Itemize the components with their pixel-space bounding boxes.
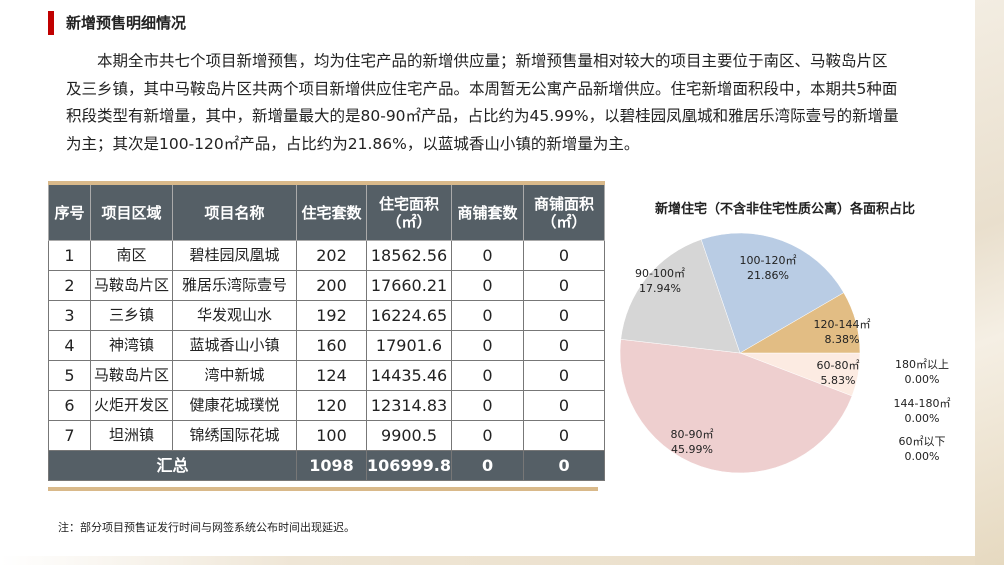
pie-label-category: 120-144㎡ [813, 318, 871, 331]
decorative-footer-band [0, 556, 975, 565]
pie-label: 180㎡以上 0.00% [882, 357, 962, 387]
cell-area: 9900.5 [365, 420, 453, 451]
pie-slice-120-144㎡ [739, 292, 861, 354]
cell-area: 17660.21 [365, 270, 453, 301]
pie-label-category: 144-180㎡ [893, 397, 951, 410]
cell-shop-area: 0 [523, 330, 606, 361]
paragraph-line: 积段类型有新增量，其中，新增量最大的是80-90㎡产品，占比约为45.99%，以… [66, 107, 899, 125]
pie-label: 100-120㎡ 21.86% [728, 253, 808, 283]
chart-title: 新增住宅（不含非住宅性质公寓）各面积占比 [654, 202, 915, 217]
cell-project: 蓝城香山小镇 [172, 330, 297, 361]
header-units: 住宅套数 [296, 182, 367, 241]
summary-units: 1098 [296, 450, 367, 481]
cell-index: 3 [48, 300, 91, 331]
cell-area: 17901.6 [365, 330, 453, 361]
pie-label-category: 60-80㎡ [816, 359, 860, 372]
pie-label: 60㎡以下 0.00% [882, 434, 962, 464]
table-header-row: 序号 项目区域 项目名称 住宅套数 住宅面积 （㎡） 商铺套数 商铺面积 （㎡） [48, 182, 606, 241]
cell-area: 18562.56 [365, 240, 453, 271]
cell-units: 100 [296, 420, 367, 451]
cell-region: 火炬开发区 [90, 390, 173, 421]
pie-label-category: 60㎡以下 [898, 435, 946, 448]
pie-slice-90-100㎡ [620, 239, 741, 354]
cell-shop-area: 0 [523, 270, 606, 301]
cell-shop-area: 0 [523, 390, 606, 421]
pie-label-percent: 45.99% [671, 443, 713, 456]
cell-project: 华发观山水 [172, 300, 297, 331]
pie-label-category: 100-120㎡ [739, 254, 797, 267]
pie-label-percent: 0.00% [904, 412, 940, 425]
decorative-background [975, 0, 1004, 565]
header-project: 项目名称 [172, 182, 297, 241]
pie-label: 144-180㎡ 0.00% [882, 396, 962, 426]
presale-table: 序号 项目区域 项目名称 住宅套数 住宅面积 （㎡） 商铺套数 商铺面积 （㎡）… [48, 181, 606, 481]
cell-region: 马鞍岛片区 [90, 360, 173, 391]
header-shop-units: 商铺套数 [451, 182, 525, 241]
cell-units: 120 [296, 390, 367, 421]
title-accent-bar [48, 11, 54, 35]
cell-area: 16224.65 [365, 300, 453, 331]
cell-shop-area: 0 [523, 420, 606, 451]
cell-area: 12314.83 [365, 390, 453, 421]
paragraph-line: 本期全市共七个项目新增预售，均为住宅产品的新增供应量；新增预售量相对较大的项目主… [97, 52, 888, 70]
pie-slice-100-120㎡ [700, 232, 845, 354]
summary-row: 汇总 1098 106999.8 0 0 [48, 450, 606, 481]
summary-shop-area: 0 [523, 450, 606, 481]
header-shop-area: 商铺面积 （㎡） [523, 182, 606, 241]
cell-region: 神湾镇 [90, 330, 173, 361]
pie-label: 120-144㎡ 8.38% [802, 317, 882, 347]
cell-index: 4 [48, 330, 91, 361]
summary-shop-units: 0 [451, 450, 525, 481]
cell-index: 1 [48, 240, 91, 271]
table-row: 1 南区 碧桂园凤凰城 202 18562.56 0 0 [48, 240, 606, 271]
table-row: 6 火炬开发区 健康花城璞悦 120 12314.83 0 0 [48, 390, 606, 421]
cell-shop-area: 0 [523, 300, 606, 331]
pie-label: 90-100㎡ 17.94% [620, 266, 700, 296]
pie-label-category: 180㎡以上 [895, 358, 949, 371]
pie-label-percent: 8.38% [824, 333, 860, 346]
summary-label: 汇总 [48, 450, 297, 481]
cell-area: 14435.46 [365, 360, 453, 391]
cell-shop-area: 0 [523, 360, 606, 391]
pie-label: 60-80㎡ 5.83% [798, 358, 878, 388]
paragraph-line: 及三乡镇，其中马鞍岛片区共两个项目新增供应住宅产品。本周暂无公寓产品新增供应。住… [66, 79, 898, 98]
section-title: 新增预售明细情况 [66, 14, 187, 32]
pie-label-percent: 17.94% [639, 282, 681, 295]
cell-units: 160 [296, 330, 367, 361]
pie-label-percent: 5.83% [820, 374, 856, 387]
pie-label-category: 90-100㎡ [635, 267, 685, 280]
cell-index: 5 [48, 360, 91, 391]
table-bottom-border [48, 487, 598, 491]
cell-units: 192 [296, 300, 367, 331]
cell-region: 马鞍岛片区 [90, 270, 173, 301]
pie-slice-80-90㎡ [619, 339, 853, 474]
cell-shop-area: 0 [523, 240, 606, 271]
pie-label-percent: 0.00% [904, 373, 940, 386]
table-row: 4 神湾镇 蓝城香山小镇 160 17901.6 0 0 [48, 330, 606, 361]
cell-project: 雅居乐湾际壹号 [172, 270, 297, 301]
footnote: 注：部分项目预售证发行时间与网签系统公布时间出现延迟。 [58, 521, 355, 534]
header-region: 项目区域 [90, 182, 173, 241]
table-row: 3 三乡镇 华发观山水 192 16224.65 0 0 [48, 300, 606, 331]
summary-paragraph: 本期全市共七个项目新增预售，均为住宅产品的新增供应量；新增预售量相对较大的项目主… [66, 48, 966, 158]
pie-label-percent: 21.86% [747, 269, 789, 282]
header-area: 住宅面积 （㎡） [365, 182, 453, 241]
paragraph-line: 为主；其次是100-120㎡产品，占比约为21.86%，以蓝城香山小镇的新增量为… [66, 134, 640, 153]
header-index: 序号 [48, 182, 91, 241]
summary-area: 106999.8 [365, 450, 453, 481]
cell-shop-units: 0 [451, 390, 525, 421]
cell-project: 碧桂园凤凰城 [172, 240, 297, 271]
table-row: 2 马鞍岛片区 雅居乐湾际壹号 200 17660.21 0 0 [48, 270, 606, 301]
cell-region: 三乡镇 [90, 300, 173, 331]
pie-label: 80-90㎡ 45.99% [652, 427, 732, 457]
pie-label-category: 80-90㎡ [670, 428, 714, 441]
pie-label-percent: 0.00% [904, 450, 940, 463]
